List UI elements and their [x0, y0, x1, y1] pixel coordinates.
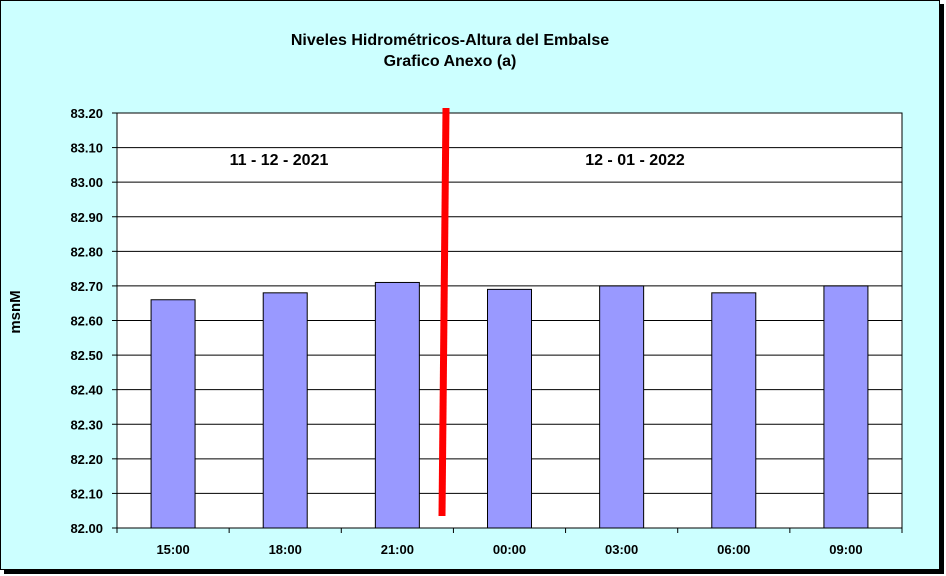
y-axis-ticks: 82.00 82.10 82.20 82.30 82.40 82.50 82.60 82.70…	[70, 106, 117, 536]
bars	[150, 281, 869, 529]
date-annotation-right: 12 - 01 - 2022	[585, 152, 685, 169]
x-tick-label: 09:00	[829, 542, 862, 557]
bar	[711, 292, 757, 529]
y-tick-label: 82.10	[70, 486, 103, 501]
bar	[487, 288, 532, 529]
x-axis-ticks: 15:00 18:00 21:00 00:00 03:00 06:00 09:00	[116, 528, 903, 557]
y-tick-label: 82.70	[70, 279, 103, 294]
y-tick-label: 82.00	[70, 521, 103, 536]
chart-subtitle: Grafico Anexo (a)	[384, 53, 517, 70]
y-tick-label: 83.20	[70, 106, 103, 121]
bar	[599, 285, 645, 529]
y-tick-label: 82.50	[70, 348, 103, 363]
y-tick-label: 82.30	[70, 417, 103, 432]
bar	[150, 299, 196, 529]
x-tick-label: 06:00	[717, 542, 750, 557]
y-axis-title: msnM	[7, 290, 24, 333]
y-tick-label: 82.40	[70, 383, 103, 398]
bar	[262, 292, 308, 529]
x-tick-label: 00:00	[493, 542, 526, 557]
x-tick-label: 03:00	[605, 542, 638, 557]
x-tick-label: 18:00	[269, 542, 302, 557]
bar	[374, 281, 420, 529]
date-annotation-left: 11 - 12 - 2021	[230, 152, 329, 169]
y-tick-label: 83.10	[70, 141, 103, 156]
bar	[823, 285, 869, 529]
chart-title: Niveles Hidrométricos-Altura del Embalse	[291, 32, 609, 49]
y-tick-label: 83.00	[70, 175, 103, 190]
y-tick-label: 82.80	[70, 244, 103, 259]
date-divider-line	[438, 107, 450, 517]
y-tick-label: 82.60	[70, 314, 103, 329]
y-tick-label: 82.20	[70, 452, 103, 467]
x-tick-label: 15:00	[156, 542, 189, 557]
y-tick-label: 82.90	[70, 210, 103, 225]
x-tick-label: 21:00	[381, 542, 414, 557]
